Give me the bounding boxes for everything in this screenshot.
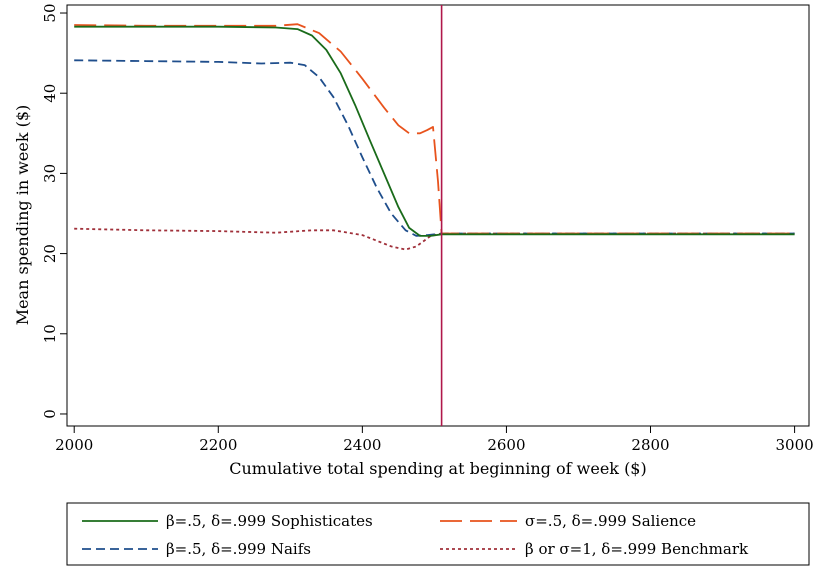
y-axis: 0 10 20 30 40 50 <box>41 3 67 419</box>
y-tick-label: 40 <box>41 84 59 103</box>
y-tick-label: 20 <box>41 244 59 263</box>
y-tick-label: 10 <box>41 324 59 343</box>
legend-box <box>66 502 810 566</box>
y-tick-label: 0 <box>41 409 59 419</box>
y-axis-title: Mean spending in week ($) <box>13 105 32 326</box>
series-line-0 <box>74 25 795 237</box>
x-tick-label: 2800 <box>631 436 669 454</box>
y-tick-label: 50 <box>41 3 59 22</box>
y-tick-label: 30 <box>41 164 59 183</box>
x-axis-title: Cumulative total spending at beginning o… <box>229 459 646 478</box>
x-tick-label: 2000 <box>55 436 93 454</box>
plot-area <box>74 5 795 426</box>
legend-label-2: β=.5, δ=.999 Naifs <box>166 540 311 558</box>
plot-frame <box>66 4 810 427</box>
x-axis: 2000 2200 2400 2600 2800 3000 <box>55 426 814 454</box>
x-tick-label: 3000 <box>775 436 813 454</box>
series-line-1 <box>74 23 795 235</box>
x-tick-label: 2600 <box>487 436 525 454</box>
series-line-3 <box>74 227 795 251</box>
legend-label-3: β or σ=1, δ=.999 Benchmark <box>525 540 749 558</box>
x-tick-label: 2200 <box>199 436 237 454</box>
legend: β=.5, δ=.999 Sophisticates σ=.5, δ=.999 S… <box>66 502 810 566</box>
legend-items: β=.5, δ=.999 Sophisticates σ=.5, δ=.999 S… <box>82 512 749 558</box>
x-tick-label: 2400 <box>343 436 381 454</box>
legend-label-0: β=.5, δ=.999 Sophisticates <box>166 512 373 530</box>
legend-label-1: σ=.5, δ=.999 Salience <box>525 512 696 530</box>
